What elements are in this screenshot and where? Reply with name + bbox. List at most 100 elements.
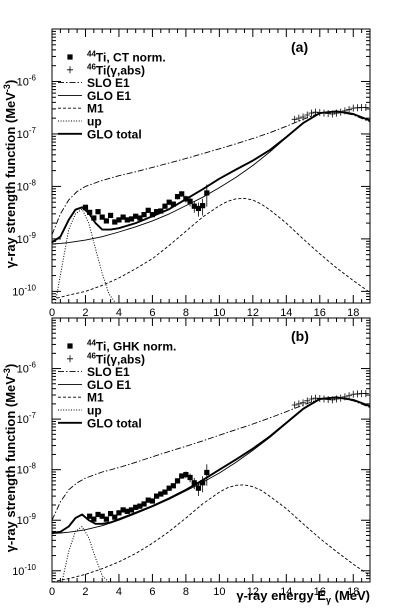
x-tick-label: 18 bbox=[347, 586, 359, 598]
legend-label-text: Ti, CT norm. bbox=[96, 51, 166, 65]
y-tick-exponent: -8 bbox=[29, 178, 37, 187]
y-tick-exponent: -6 bbox=[29, 361, 37, 370]
legend-label: SLO E1 bbox=[87, 365, 130, 379]
series-line-dashed bbox=[52, 484, 370, 582]
data-point-square bbox=[141, 501, 147, 507]
data-point-square bbox=[200, 203, 206, 209]
data-point-square bbox=[158, 208, 164, 214]
data-point-square bbox=[133, 504, 139, 510]
data-point-square bbox=[112, 514, 118, 520]
data-point-square bbox=[145, 497, 151, 503]
data-point-plus bbox=[291, 115, 298, 123]
x-tick-label: 6 bbox=[149, 307, 155, 319]
series-line-thick bbox=[52, 110, 370, 244]
data-point-plus bbox=[308, 395, 315, 403]
legend-label: up bbox=[87, 115, 102, 129]
x-tick-label: 0 bbox=[49, 586, 55, 598]
legend-label: GLO E1 bbox=[87, 89, 131, 103]
data-point-square bbox=[107, 212, 114, 219]
data-point-square bbox=[191, 203, 197, 209]
series-line-dotted bbox=[61, 526, 116, 582]
x-tick-label: 12 bbox=[247, 307, 259, 319]
data-point-square bbox=[91, 215, 97, 221]
legend-label-text: M1 bbox=[87, 102, 104, 116]
legend-label: GLO total bbox=[87, 416, 142, 430]
data-point-plus bbox=[325, 110, 332, 118]
data-point-square bbox=[195, 205, 202, 212]
x-tick-label: 18 bbox=[347, 307, 359, 319]
legend-symbol-plus bbox=[67, 66, 73, 74]
legend-label-text: up bbox=[87, 115, 102, 129]
data-point-square bbox=[174, 193, 181, 200]
legend-label: SLO E1 bbox=[87, 76, 130, 90]
data-point-square bbox=[145, 207, 151, 213]
legend-entry: 46Ti(γ,abs) bbox=[67, 351, 145, 366]
legend-entry: SLO E1 bbox=[58, 365, 130, 379]
data-point-square bbox=[128, 216, 135, 222]
legend-entry: 44Ti, CT norm. bbox=[67, 50, 166, 65]
y-tick-base: 10 bbox=[17, 129, 29, 141]
data-point-square bbox=[128, 507, 135, 513]
x-axis-ticks bbox=[51, 29, 371, 303]
y-tick-label: 10-10 bbox=[12, 563, 36, 578]
data-point-square bbox=[103, 516, 109, 522]
legend-label: 46Ti(γ,abs) bbox=[87, 351, 145, 366]
panel-label: (a) bbox=[291, 39, 308, 55]
series-line-dashed bbox=[52, 197, 370, 300]
x-tick-label: 14 bbox=[280, 307, 292, 319]
series-line-dashdot bbox=[52, 396, 370, 521]
data-point-plus bbox=[346, 392, 353, 400]
legend-entry: SLO E1 bbox=[58, 76, 130, 90]
data-point-square bbox=[149, 212, 156, 218]
data-point-square bbox=[195, 485, 202, 491]
data-point-square bbox=[103, 218, 109, 224]
x-tick-label: 10 bbox=[213, 307, 225, 319]
y-axis-label-text: γ-ray strength function (MeV bbox=[3, 92, 18, 269]
legend-label-text: up bbox=[87, 404, 102, 418]
y-tick-exponent: -10 bbox=[24, 563, 36, 572]
legend-entry: up bbox=[58, 115, 102, 129]
legend-entry: 46Ti(γ,abs) bbox=[67, 62, 145, 77]
y-tick-label: 10-7 bbox=[17, 126, 37, 141]
data-point-square bbox=[162, 489, 168, 495]
y-axis-label-close: ) bbox=[3, 80, 18, 84]
legend-symbol-square bbox=[67, 54, 73, 60]
data-point-square bbox=[158, 491, 164, 497]
data-point-square bbox=[204, 190, 210, 196]
chart-panel-b: 0 2 4 6 8 10 12 14 16 1810-1010-910-810-710-644Ti… bbox=[2, 317, 371, 605]
legend-label-text: Ti(γ,abs) bbox=[96, 352, 145, 366]
y-tick-base: 10 bbox=[17, 76, 29, 88]
data-point-square bbox=[166, 485, 172, 491]
data-point-square bbox=[187, 198, 193, 204]
x-axis-ticks bbox=[51, 318, 371, 582]
x-tick-label: 6 bbox=[149, 586, 155, 598]
legend-label-text: GLO total bbox=[87, 416, 142, 430]
x-axis-label: γ-ray energy Eγ (MeV) bbox=[236, 588, 370, 605]
y-axis-label-close: ) bbox=[3, 364, 18, 368]
data-point-plus bbox=[362, 103, 369, 111]
legend-label-isotope: 46 bbox=[87, 351, 96, 360]
y-axis-ticks bbox=[52, 317, 370, 583]
y-tick-exponent: -8 bbox=[29, 462, 37, 471]
y-axis-label-exponent: -3 bbox=[2, 84, 12, 92]
x-tick-label: 16 bbox=[314, 307, 326, 319]
legend-label-text: GLO total bbox=[87, 127, 142, 141]
legend-label-text: GLO E1 bbox=[87, 378, 131, 392]
data-point-square bbox=[166, 199, 172, 205]
legend-label: GLO E1 bbox=[87, 378, 131, 392]
data-point-square bbox=[174, 478, 181, 484]
y-tick-exponent: -9 bbox=[29, 512, 37, 521]
data-point-square bbox=[170, 483, 176, 489]
panel-label: (b) bbox=[291, 328, 309, 344]
x-tick-label: 8 bbox=[183, 586, 189, 598]
x-tick-label: 8 bbox=[183, 307, 189, 319]
data-point-plus bbox=[308, 109, 315, 117]
data-point-square bbox=[95, 511, 101, 518]
data-point-square bbox=[187, 474, 193, 481]
chart-panel-a: 0 2 4 6 8 10 12 14 16 1810-1010-910-810-710-644Ti… bbox=[2, 28, 371, 319]
y-tick-label: 10-6 bbox=[17, 361, 37, 376]
data-point-square bbox=[162, 203, 168, 209]
y-tick-exponent: -7 bbox=[29, 126, 37, 135]
